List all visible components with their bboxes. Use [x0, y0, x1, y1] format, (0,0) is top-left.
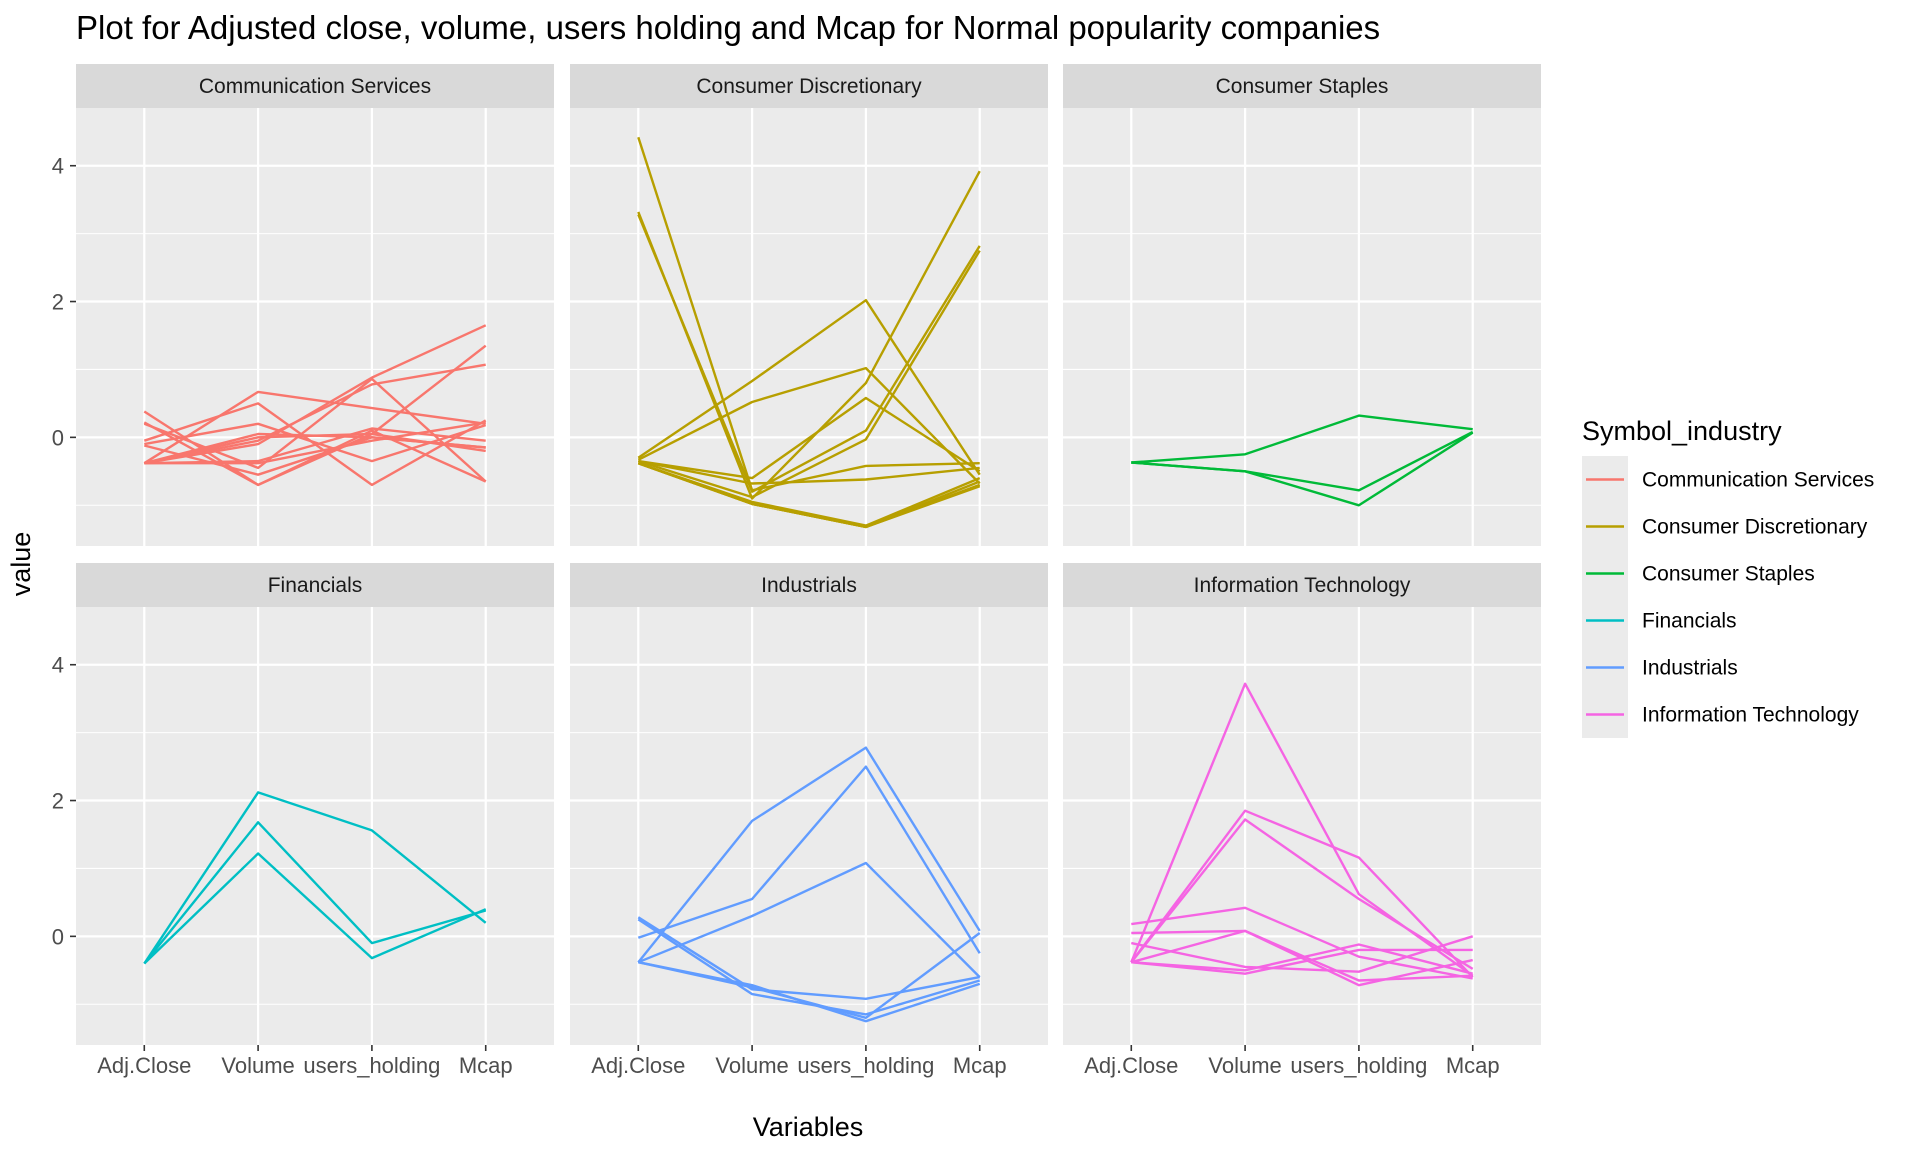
facet-strip	[76, 563, 554, 607]
facet-strip-label: Consumer Discretionary	[696, 75, 922, 98]
x-tick-label: Mcap	[953, 1053, 1007, 1078]
series-line	[637, 861, 981, 978]
facet-panel: Consumer Discretionary	[570, 64, 1048, 546]
series-line	[637, 249, 981, 499]
series-line	[637, 765, 981, 954]
chart-title: Plot for Adjusted close, volume, users h…	[76, 9, 1380, 46]
facet-panels: Communication Services 0 2 4 Consumer Discre…	[52, 64, 1541, 1078]
legend-title: Symbol_industry	[1582, 416, 1782, 446]
legend-entry: Communication Services	[1582, 456, 1874, 503]
series-line	[143, 390, 486, 465]
series-line	[638, 396, 981, 480]
facet-strip	[76, 64, 554, 108]
x-tick-label: users_holding	[797, 1053, 934, 1078]
legend-entry: Consumer Discretionary	[1582, 503, 1868, 550]
series-line	[1131, 431, 1474, 507]
panel-background	[1063, 607, 1541, 1045]
series-line	[1131, 906, 1473, 980]
series-line	[1131, 948, 1473, 975]
facet-strip	[1063, 563, 1541, 607]
series-line	[637, 299, 981, 476]
legend-label: Industrials	[1642, 657, 1738, 680]
facet-strip-label: Information Technology	[1194, 574, 1411, 597]
legend-entry: Financials	[1582, 597, 1737, 644]
x-tick-label: users_holding	[1290, 1053, 1427, 1078]
series-line	[144, 363, 486, 465]
series-line	[143, 852, 487, 965]
series-line	[143, 421, 487, 487]
x-tick-label: Volume	[1208, 1053, 1281, 1078]
legend: Symbol_industry Communication Services Co…	[1582, 416, 1874, 738]
y-tick-label: 0	[52, 924, 64, 949]
panel-background	[1063, 108, 1541, 546]
series-line	[637, 136, 980, 492]
series-line	[1131, 935, 1474, 973]
series-line	[143, 821, 487, 965]
y-tick-label: 4	[52, 154, 64, 179]
series-line	[637, 746, 981, 963]
legend-label: Communication Services	[1642, 469, 1874, 492]
series-line	[1131, 414, 1473, 464]
series-line	[638, 961, 981, 1023]
legend-entry: Consumer Staples	[1582, 550, 1815, 597]
series-line	[143, 377, 487, 483]
x-axis-title: Variables	[753, 1112, 864, 1142]
facet-strip-label: Communication Services	[199, 75, 431, 98]
series-line	[1130, 929, 1473, 987]
series-line	[143, 791, 487, 965]
panel-background	[76, 108, 554, 546]
facet-panel: Information Technology Adj.Close Volume use…	[1063, 563, 1541, 1078]
facet-strip	[570, 563, 1048, 607]
series-line	[638, 459, 980, 485]
legend-label: Consumer Staples	[1642, 563, 1815, 586]
x-tick-label: Mcap	[459, 1053, 513, 1078]
y-axis-title: value	[6, 532, 36, 597]
legend-label: Information Technology	[1642, 704, 1859, 727]
legend-label: Consumer Discretionary	[1642, 516, 1868, 539]
series-line	[1130, 809, 1474, 978]
facet-panel: Communication Services 0 2 4	[52, 64, 554, 546]
x-tick-label: Volume	[715, 1053, 788, 1078]
facet-strip	[570, 64, 1048, 108]
y-tick-label: 2	[52, 290, 64, 315]
x-tick-label: Adj.Close	[97, 1053, 191, 1078]
series-line	[637, 366, 981, 485]
facet-panel: Consumer Staples	[1063, 64, 1541, 546]
series-line	[637, 462, 981, 529]
series-line	[637, 916, 980, 1000]
y-tick-label: 0	[52, 425, 64, 450]
legend-label: Financials	[1642, 610, 1737, 633]
series-line	[144, 421, 486, 465]
facet-strip-label: Consumer Staples	[1216, 75, 1389, 98]
series-line	[1130, 818, 1474, 970]
panel-background	[570, 607, 1048, 1045]
legend-entry: Information Technology	[1582, 691, 1859, 738]
series-line	[637, 214, 981, 493]
legend-entry: Industrials	[1582, 644, 1738, 691]
x-tick-label: users_holding	[303, 1053, 440, 1078]
facet-strip-label: Industrials	[761, 574, 857, 597]
panel-background	[76, 607, 554, 1045]
x-tick-label: Adj.Close	[591, 1053, 685, 1078]
series-line	[144, 432, 486, 465]
x-tick-label: Volume	[221, 1053, 294, 1078]
y-tick-label: 4	[52, 653, 64, 678]
y-tick-label: 2	[52, 789, 64, 814]
facet-strip	[1063, 64, 1541, 108]
series-line	[1131, 929, 1473, 982]
x-tick-label: Mcap	[1446, 1053, 1500, 1078]
facet-panel: Financials 0 2 4 Adj.Close Volume users_holdin…	[52, 563, 554, 1078]
x-tick-label: Adj.Close	[1084, 1053, 1178, 1078]
facet-strip-label: Financials	[268, 574, 363, 597]
facet-panel: Industrials Adj.Close Volume users_holding M…	[570, 563, 1048, 1078]
